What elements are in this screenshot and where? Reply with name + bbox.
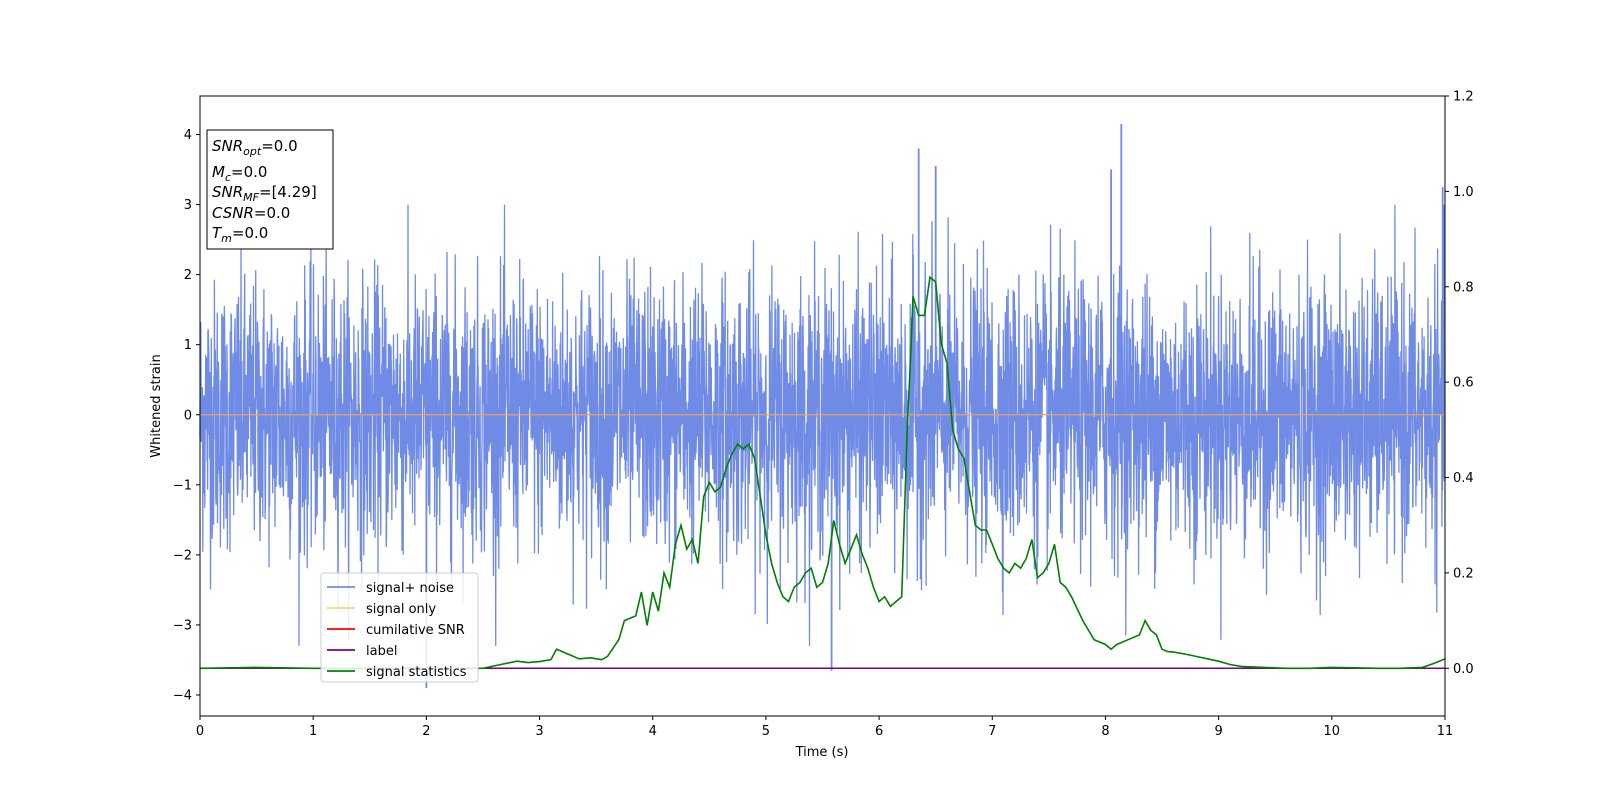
y-axis-left: −4 −3 −2 −1 0 1 2 3 4 bbox=[173, 128, 200, 703]
x-tick-label: 4 bbox=[649, 724, 657, 739]
x-tick-label: 7 bbox=[988, 724, 996, 739]
y2-tick-label: 1.2 bbox=[1453, 90, 1474, 105]
y2-tick-label: 0.6 bbox=[1453, 376, 1474, 391]
x-tick-label: 6 bbox=[875, 724, 883, 739]
y2-tick-label: 0.2 bbox=[1453, 566, 1474, 581]
plot-content bbox=[199, 124, 1446, 688]
y-tick-label: 0 bbox=[184, 408, 192, 423]
legend-label: signal statistics bbox=[366, 665, 467, 680]
y-tick-label: −3 bbox=[173, 618, 192, 633]
y-tick-label: 1 bbox=[184, 338, 192, 353]
y-tick-label: −2 bbox=[173, 548, 192, 563]
y2-tick-label: 0.8 bbox=[1453, 280, 1474, 295]
legend-label: signal only bbox=[366, 602, 436, 617]
noise-series-line bbox=[199, 204, 1446, 646]
y-axis-right: 0.0 0.2 0.4 0.6 0.8 1.0 1.2 bbox=[1445, 90, 1474, 677]
y2-tick-label: 0.4 bbox=[1453, 471, 1474, 486]
legend-label: signal+ noise bbox=[366, 581, 454, 596]
x-axis-label: Time (s) bbox=[795, 745, 849, 760]
plot-frame bbox=[199, 95, 1446, 717]
x-tick-label: 9 bbox=[1214, 724, 1222, 739]
x-tick-label: 10 bbox=[1324, 724, 1341, 739]
x-axis: 0 1 2 3 4 5 6 7 8 9 10 11 bbox=[196, 716, 1453, 739]
x-tick-label: 3 bbox=[535, 724, 543, 739]
legend-label: cumilative SNR bbox=[366, 623, 465, 638]
y-tick-label: 2 bbox=[184, 268, 192, 283]
annotation-line: Mc=0.0 bbox=[212, 163, 267, 184]
signal-statistics-line bbox=[199, 275, 1446, 670]
x-tick-label: 8 bbox=[1101, 724, 1109, 739]
annotation-line: SNRMF=[4.29] bbox=[212, 183, 317, 204]
x-tick-label: 5 bbox=[762, 724, 770, 739]
legend: signal+ noise signal only cumilative SNR la… bbox=[320, 572, 479, 683]
x-tick-label: 11 bbox=[1437, 724, 1454, 739]
annotation-line: CSNR=0.0 bbox=[212, 204, 290, 222]
y2-tick-label: 1.0 bbox=[1453, 185, 1474, 200]
annotation-line: Tm=0.0 bbox=[212, 224, 268, 245]
x-tick-label: 1 bbox=[309, 724, 317, 739]
x-tick-label: 2 bbox=[422, 724, 430, 739]
y-tick-label: 3 bbox=[184, 198, 192, 213]
y-tick-label: −1 bbox=[173, 478, 192, 493]
y-axis-label: Whitened strain bbox=[149, 354, 164, 457]
annotation-line: SNRopt=0.0 bbox=[212, 137, 298, 158]
x-tick-label: 0 bbox=[196, 724, 204, 739]
legend-label: label bbox=[366, 644, 397, 659]
y-tick-label: −4 bbox=[173, 688, 192, 703]
y2-tick-label: 0.0 bbox=[1453, 662, 1474, 677]
y-tick-label: 4 bbox=[184, 128, 192, 143]
